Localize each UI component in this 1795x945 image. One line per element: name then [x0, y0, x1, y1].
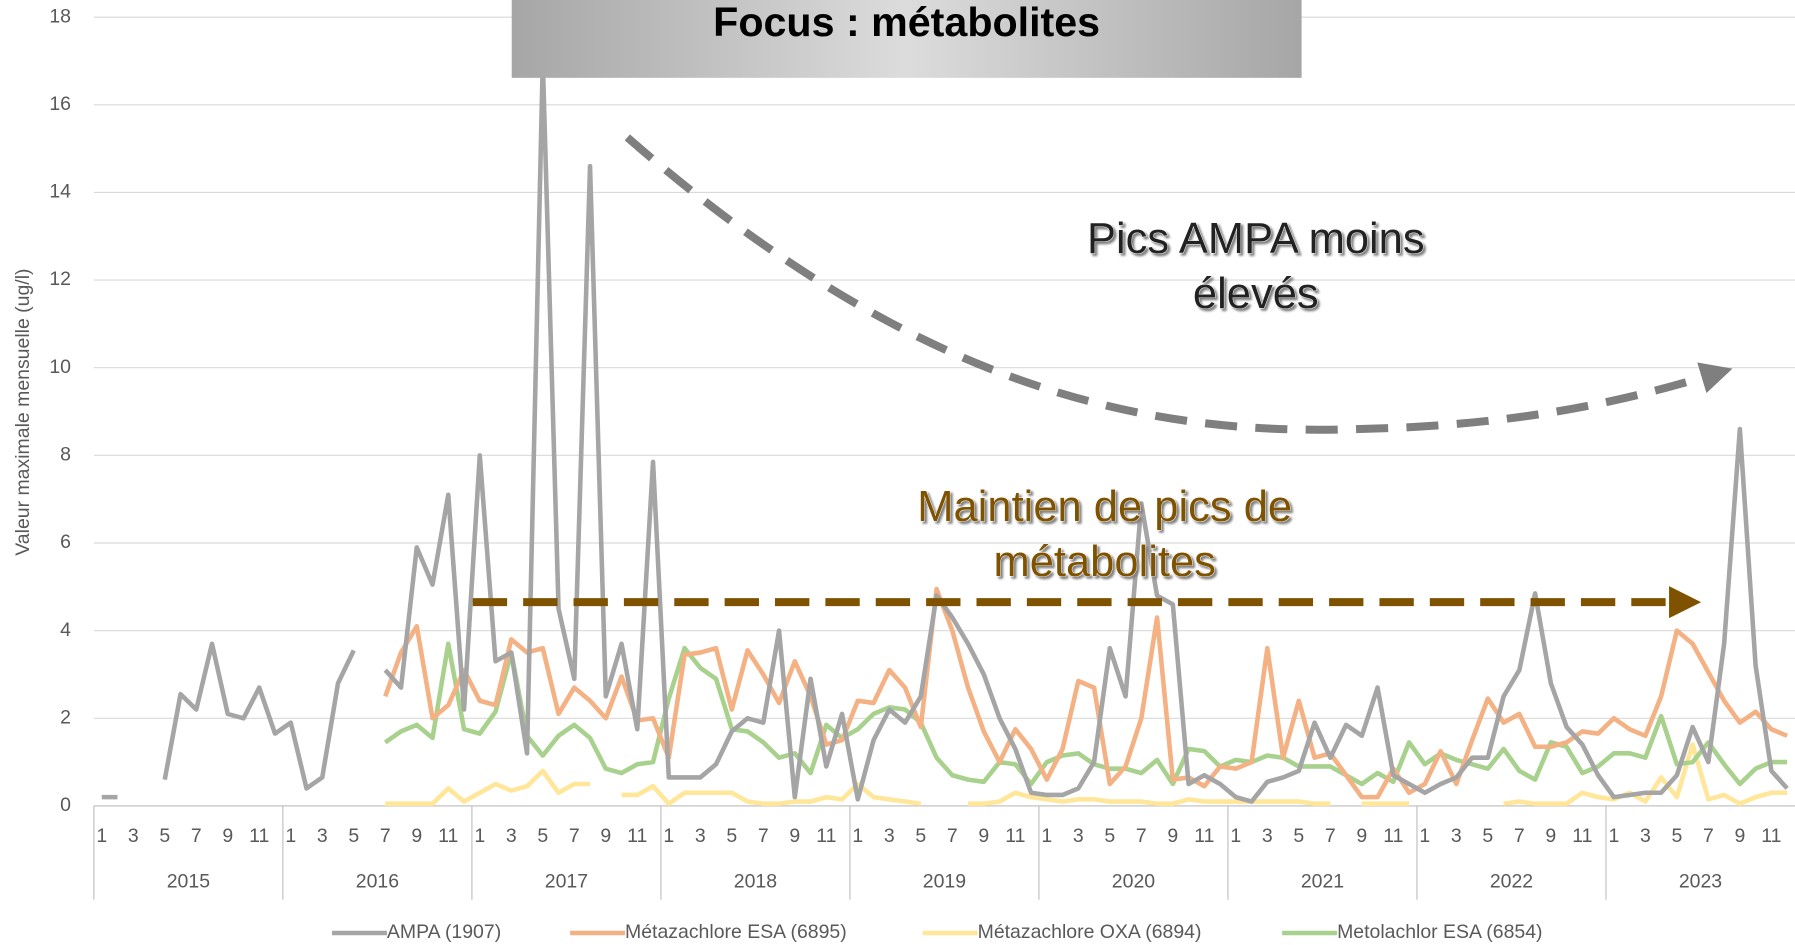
x-tick-label: 9 [600, 825, 611, 847]
x-tick-label: 3 [506, 825, 517, 847]
y-tick-label: 4 [60, 619, 71, 641]
title-box [511, 0, 1302, 78]
x-tick-label: 11 [249, 825, 269, 847]
x-tick-label: 7 [1325, 825, 1336, 847]
series-line [383, 586, 1789, 800]
grid [93, 16, 1795, 807]
year-label: 2015 [167, 871, 210, 893]
legend: AMPA (1907) Métazachlore ESA (6895) Métaza… [331, 921, 1543, 943]
x-tick-label: 11 [1572, 825, 1592, 847]
x-tick-label: 7 [1514, 825, 1525, 847]
y-tick-label: 6 [60, 531, 71, 553]
annotation-text: Pics AMPA moins [1087, 215, 1425, 263]
x-tick-label: 7 [947, 825, 958, 847]
x-tick-label: 3 [1262, 825, 1273, 847]
x-tick-label: 7 [380, 825, 391, 847]
x-tick-label: 9 [1356, 825, 1367, 847]
y-tick-label: 2 [60, 706, 71, 728]
x-tick-label: 3 [128, 825, 139, 847]
x-tick-label: 1 [1041, 825, 1052, 847]
x-tick-label: 9 [411, 825, 422, 847]
year-label: 2020 [1112, 871, 1155, 893]
x-tick-label: 3 [317, 825, 328, 847]
annotations: Pics AMPA moins élevés Maintien de pics de… [917, 215, 1425, 587]
x-tick-label: 11 [627, 825, 647, 847]
y-tick-label: 14 [49, 181, 71, 203]
x-tick-label: 9 [222, 825, 233, 847]
x-tick-label: 11 [1383, 825, 1403, 847]
x-tick-label: 1 [1608, 825, 1619, 847]
x-tick-label: 5 [537, 825, 548, 847]
year-label: 2017 [545, 871, 588, 893]
x-tick-label: 7 [569, 825, 580, 847]
x-tick-label: 1 [474, 825, 485, 847]
x-tick-label: 7 [191, 825, 202, 847]
series-line [101, 58, 1789, 804]
x-tick-label: 3 [1640, 825, 1651, 847]
x-tick-label: 3 [884, 825, 895, 847]
y-tick-label: 16 [49, 93, 71, 115]
series-line [383, 641, 1788, 787]
x-tick-label: 5 [1482, 825, 1493, 847]
x-tick-label: 7 [758, 825, 769, 847]
series-line [385, 742, 1788, 807]
annotation-text: élevés [1193, 270, 1319, 318]
annotation-text: métabolites [993, 538, 1215, 586]
x-tick-label: 11 [1761, 825, 1781, 847]
legend-label: Métazachlore ESA (6895) [625, 921, 847, 943]
x-tick-label: 9 [1167, 825, 1178, 847]
legend-label: Metolachlor ESA (6854) [1337, 921, 1542, 943]
x-tick-label: 5 [159, 825, 170, 847]
year-label: 2021 [1301, 871, 1344, 893]
x-tick-label: 1 [96, 825, 107, 847]
x-tick-label: 5 [348, 825, 359, 847]
y-tick-label: 10 [49, 356, 71, 378]
trend-arrow [624, 134, 1733, 434]
y-tick-label: 0 [60, 794, 71, 816]
x-tick-label: 5 [1671, 825, 1682, 847]
year-label: 2022 [1490, 871, 1533, 893]
year-label: 2018 [734, 871, 777, 893]
x-tick-label: 1 [852, 825, 863, 847]
x-tick-label: 5 [1104, 825, 1115, 847]
y-axis-label: Valeur maximale mensuelle (ug/l) [12, 268, 34, 555]
x-tick-label: 3 [695, 825, 706, 847]
x-tick-label: 9 [789, 825, 800, 847]
legend-label: AMPA (1907) [387, 921, 501, 943]
x-tick-label: 9 [978, 825, 989, 847]
x-tick-label: 1 [285, 825, 296, 847]
x-tick-label: 1 [1230, 825, 1241, 847]
x-tick-label: 7 [1136, 825, 1147, 847]
year-label: 2023 [1679, 871, 1722, 893]
x-tick-label: 11 [1194, 825, 1214, 847]
x-tick-label: 5 [1293, 825, 1304, 847]
x-tick-label: 1 [663, 825, 674, 847]
year-label: 2016 [356, 871, 399, 893]
x-tick-label: 1 [1419, 825, 1430, 847]
lines [101, 58, 1789, 807]
year-label: 2019 [923, 871, 966, 893]
x-tick-label: 11 [438, 825, 458, 847]
x-tick-label: 7 [1703, 825, 1714, 847]
x-tick-label: 11 [816, 825, 836, 847]
chart-title: Focus : métabolites [713, 0, 1100, 45]
x-tick-label: 3 [1451, 825, 1462, 847]
x-tick-label: 11 [1005, 825, 1025, 847]
x-tick-label: 9 [1545, 825, 1556, 847]
x-tick-label: 9 [1734, 825, 1745, 847]
y-tick-label: 8 [60, 444, 71, 466]
x-tick-label: 3 [1073, 825, 1084, 847]
y-tick-label: 12 [49, 268, 71, 290]
y-tick-label: 18 [49, 5, 71, 27]
legend-label: Métazachlore OXA (6894) [978, 921, 1202, 943]
x-tick-label: 5 [726, 825, 737, 847]
x-tick-label: 5 [915, 825, 926, 847]
annotation-text: Maintien de pics de [917, 483, 1292, 531]
